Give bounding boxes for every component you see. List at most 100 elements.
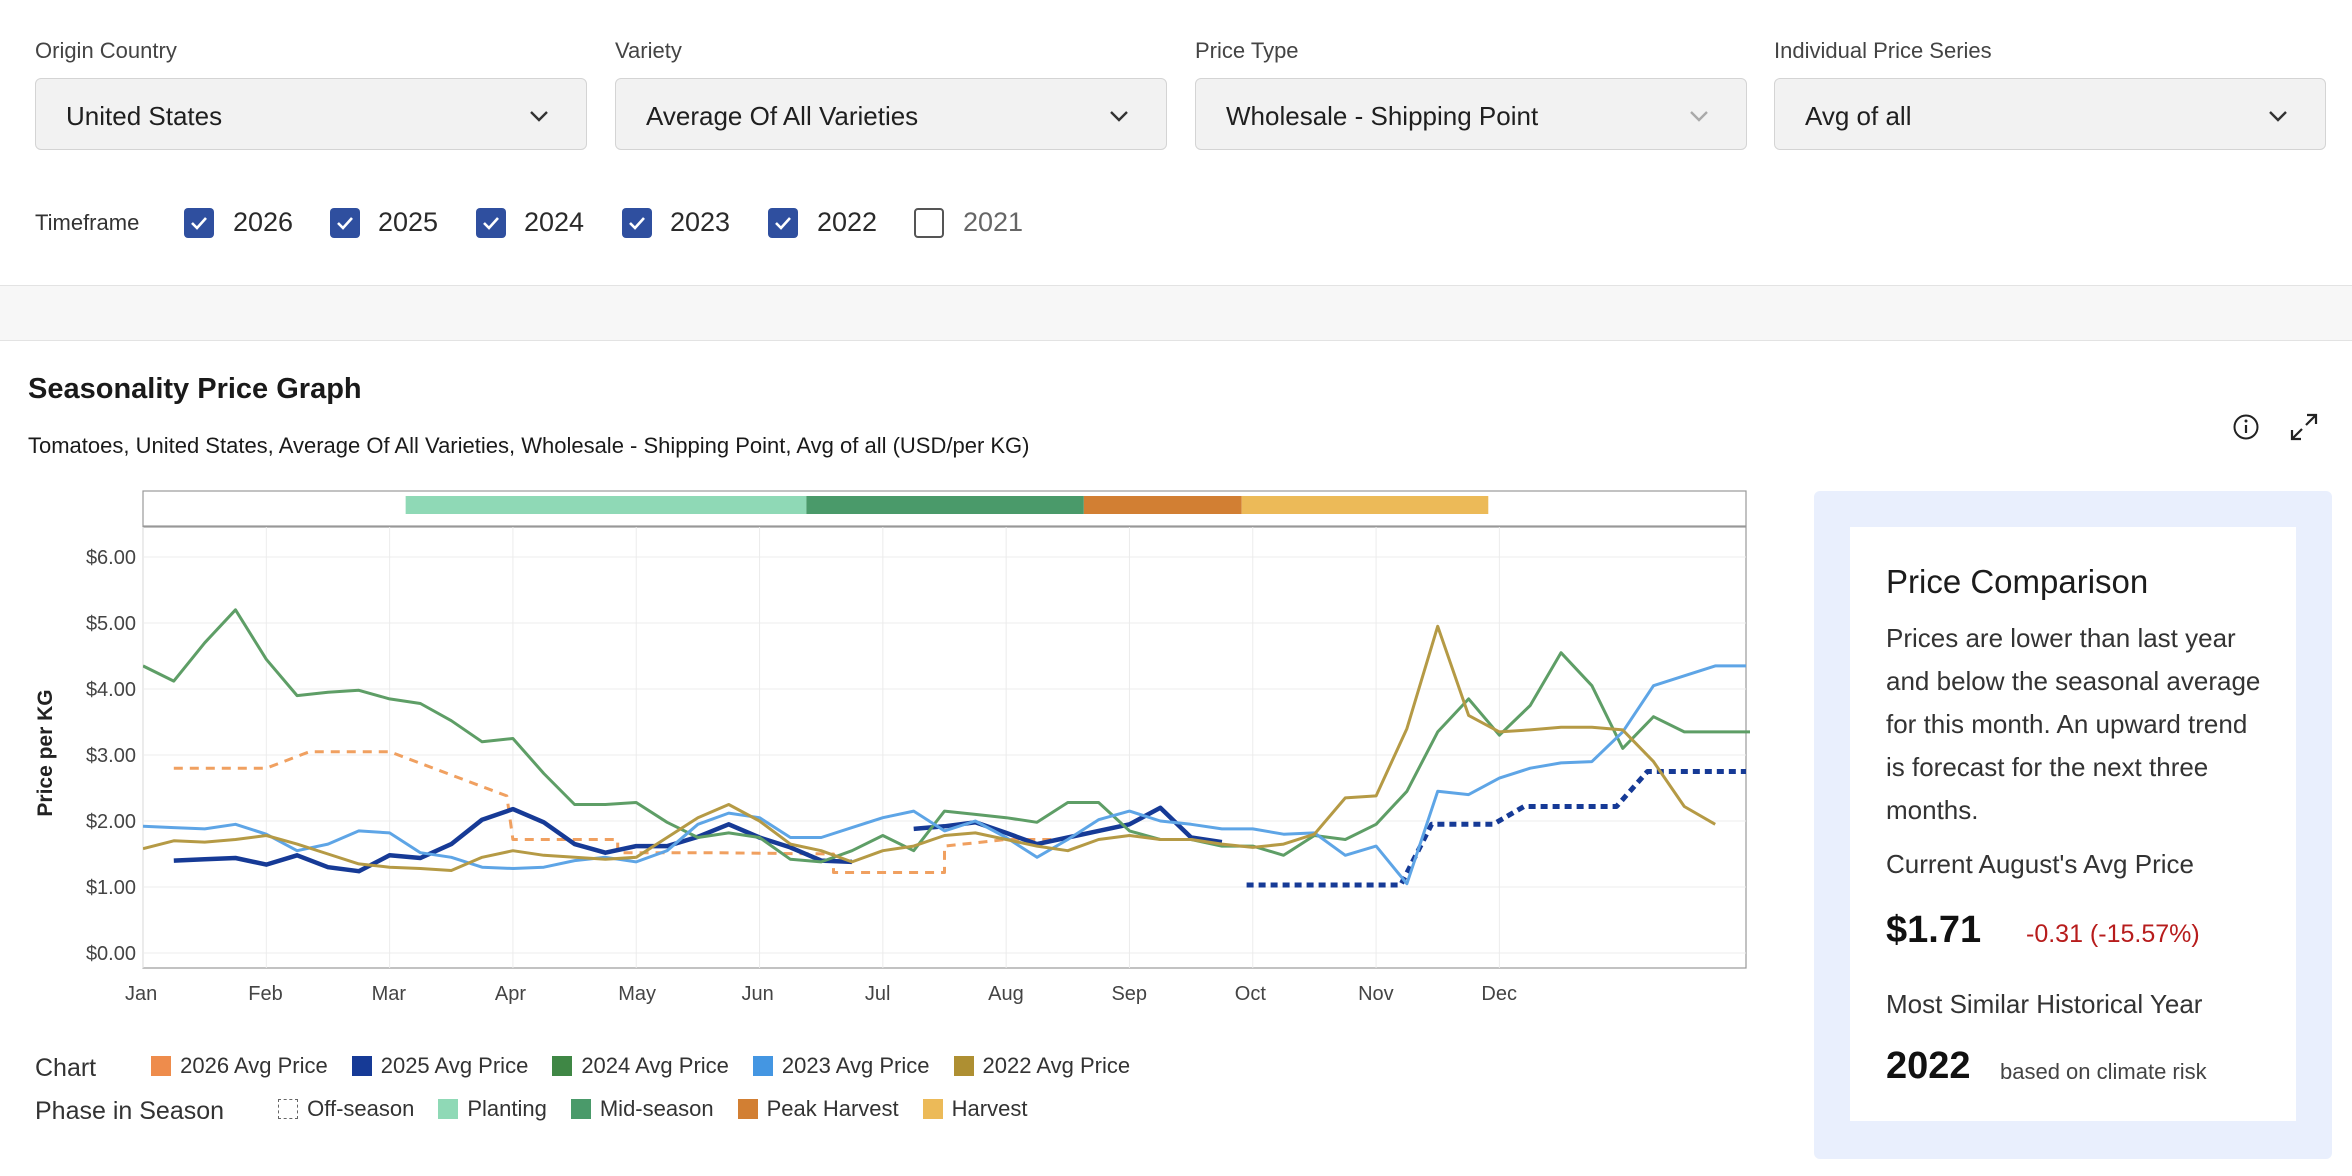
legend-swatch: [570, 1099, 591, 1119]
x-tick-label: Sep: [1111, 983, 1147, 1005]
y-tick-label: $2.00: [86, 811, 136, 833]
legend-swatch: [151, 1056, 172, 1076]
phase-legend-item: Planting: [438, 1096, 547, 1122]
current-price-change: -0.31 (-15.57%): [2026, 920, 2200, 948]
x-tick-label: Jul: [865, 983, 891, 1005]
x-tick-label: Feb: [248, 983, 282, 1005]
legend-swatch: [438, 1099, 459, 1119]
legend-label: 2022 Avg Price: [982, 1053, 1131, 1078]
chevron-down-icon: [530, 111, 548, 122]
chart-legend-item[interactable]: 2024 Avg Price: [552, 1053, 729, 1079]
year-2021-checkbox[interactable]: [914, 208, 944, 238]
info-icon[interactable]: [2232, 413, 2260, 441]
graph-title: Seasonality Price Graph: [28, 373, 362, 405]
price-comparison-card: Price Comparison Prices are lower than l…: [1850, 527, 2296, 1121]
phase-legend-item: Peak Harvest: [737, 1096, 899, 1122]
phase-legend-item: Mid-season: [570, 1096, 714, 1122]
origin-country-select[interactable]: United States: [35, 78, 587, 150]
chart-legend: Chart 2026 Avg Price 2025 Avg Price 2024 A…: [35, 1053, 1154, 1083]
x-tick-label: Apr: [495, 983, 526, 1005]
series-line-2024-avg-price: [143, 608, 1750, 864]
chart-legend-item[interactable]: 2022 Avg Price: [953, 1053, 1131, 1079]
year-2022-label[interactable]: 2022: [817, 207, 878, 237]
price-type-value: Wholesale - Shipping Point: [1226, 101, 1539, 131]
phase-band-peak-harvest: [1083, 496, 1242, 514]
legend-label: 2026 Avg Price: [180, 1053, 328, 1078]
chevron-down-icon: [1110, 111, 1128, 122]
year-2025-checkbox[interactable]: [330, 208, 360, 238]
chart-legend-item[interactable]: 2025 Avg Price: [351, 1053, 529, 1079]
phase-legend-item: Off-season: [278, 1096, 414, 1122]
year-2024-checkbox[interactable]: [476, 208, 506, 238]
y-tick-label: $5.00: [86, 613, 136, 635]
x-tick-label: Jan: [125, 983, 157, 1005]
x-tick-label: May: [618, 983, 656, 1005]
check-icon: [775, 217, 791, 230]
series-line-2023-avg-price: [143, 664, 1746, 886]
y-axis-ticks: $0.00 $1.00 $2.00 $3.00 $4.00 $5.00 $6.00: [86, 547, 136, 965]
legend-label: Harvest: [951, 1096, 1028, 1121]
comparison-title: Price Comparison: [1886, 563, 2149, 600]
legend-label: Mid-season: [599, 1096, 714, 1121]
similar-year-note: based on climate risk: [2000, 1059, 2207, 1084]
variety-select[interactable]: Average Of All Varieties: [615, 78, 1167, 150]
year-2024-label[interactable]: 2024: [524, 207, 585, 237]
y-tick-label: $4.00: [86, 679, 136, 701]
legend-swatch: [737, 1099, 758, 1119]
seasonality-graph-panel: Seasonality Price Graph Tomatoes, United…: [0, 340, 2352, 1176]
phase-band-mid-season: [806, 496, 1084, 514]
graph-subtitle: Tomatoes, United States, Average Of All …: [28, 433, 1030, 458]
year-2026-label[interactable]: 2026: [233, 207, 294, 237]
legend-swatch: [552, 1056, 573, 1076]
y-tick-label: $1.00: [86, 877, 136, 899]
check-icon: [483, 217, 499, 230]
price-series-select[interactable]: Avg of all: [1774, 78, 2326, 150]
series-line-2022-avg-price: [143, 624, 1716, 872]
x-tick-label: Dec: [1481, 983, 1517, 1005]
plot-area: [142, 526, 1747, 969]
x-tick-label: Mar: [372, 983, 407, 1005]
series-line-2025-avg-price: [173, 806, 853, 874]
x-tick-label: Aug: [988, 983, 1024, 1005]
y-axis-label: Price per KG: [34, 689, 57, 816]
year-2022-checkbox[interactable]: [768, 208, 798, 238]
year-2023-checkbox[interactable]: [622, 208, 652, 238]
legend-label: Planting: [467, 1096, 547, 1121]
year-2021-label[interactable]: 2021: [963, 207, 1024, 237]
legend-swatch: [922, 1099, 943, 1119]
year-2025-label[interactable]: 2025: [378, 207, 439, 237]
expand-icon[interactable]: [2288, 411, 2320, 443]
similar-year-value: 2022: [1886, 1045, 1971, 1087]
similar-year-label: Most Similar Historical Year: [1886, 989, 2203, 1019]
check-icon: [629, 217, 645, 230]
legend-label: 2024 Avg Price: [581, 1053, 729, 1078]
price-series-value: Avg of all: [1805, 101, 1912, 131]
timeframe-label: Timeframe: [35, 210, 140, 235]
year-2026-checkbox[interactable]: [184, 208, 214, 238]
series-line-2025-avg-price-forecast: [1246, 769, 1746, 888]
check-icon: [191, 217, 207, 230]
legend-swatch: [752, 1056, 773, 1076]
current-price-value: $1.71: [1886, 909, 1982, 951]
y-tick-label: $0.00: [86, 943, 136, 965]
current-price-label: Current August's Avg Price: [1886, 849, 2194, 879]
chart-legend-label: Chart: [35, 1054, 97, 1082]
x-tick-label: Nov: [1358, 983, 1394, 1005]
check-icon: [337, 217, 353, 230]
origin-country-label: Origin Country: [35, 38, 177, 63]
year-2023-label[interactable]: 2023: [670, 207, 731, 237]
x-axis-ticks: Jan Feb Mar Apr May Jun Jul Aug Sep Oct Nov Dec: [125, 983, 1517, 1005]
legend-label: 2023 Avg Price: [781, 1053, 930, 1078]
variety-label: Variety: [615, 38, 682, 63]
variety-value: Average Of All Varieties: [646, 101, 919, 131]
legend-swatch: [953, 1056, 974, 1076]
chart-legend-item[interactable]: 2026 Avg Price: [151, 1053, 328, 1079]
chart-legend-item[interactable]: 2023 Avg Price: [752, 1053, 930, 1079]
phase-legend: Phase in Season Off-season Planting Mid-se…: [35, 1096, 1051, 1126]
phase-bands: [405, 496, 1489, 514]
legend-label: 2025 Avg Price: [380, 1053, 529, 1078]
phase-band-harvest: [1241, 496, 1489, 514]
y-tick-label: $3.00: [86, 745, 136, 767]
phase-legend-item: Harvest: [922, 1096, 1028, 1122]
price-type-select[interactable]: Wholesale - Shipping Point: [1195, 78, 1747, 150]
